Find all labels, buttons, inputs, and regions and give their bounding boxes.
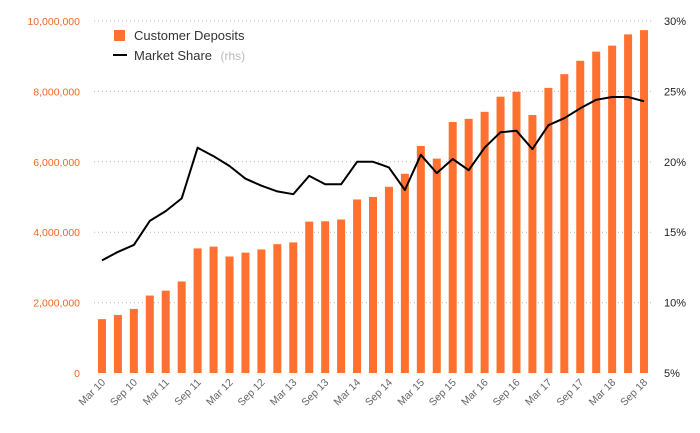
y-right-tick-label: 5%: [664, 368, 680, 380]
bar: [305, 221, 314, 373]
bar: [145, 295, 154, 373]
x-tick-label: Mar 10: [76, 377, 108, 409]
x-tick-label: Sep 10: [108, 377, 140, 409]
x-tick-label: Sep 12: [236, 377, 268, 409]
y-axis-left: 0 2,000,000 4,000,000 6,000,000 8,000,000 10,…: [27, 16, 80, 380]
x-tick-label: Mar 18: [587, 377, 619, 409]
y-right-tick-label: 25%: [664, 86, 686, 98]
bar: [273, 244, 282, 373]
y-right-tick-label: 20%: [664, 157, 686, 169]
bar: [592, 51, 601, 374]
bar: [97, 319, 106, 373]
legend-label-market-share-suffix: (rhs): [221, 49, 246, 63]
y-right-tick-label: 10%: [664, 298, 686, 310]
y-left-tick-label: 8,000,000: [33, 86, 80, 98]
x-tick-label: Mar 17: [523, 377, 555, 409]
gridlines: [94, 20, 652, 304]
x-tick-label: Sep 14: [363, 377, 395, 409]
y-axis-right: 5% 10% 15% 20% 25% 30%: [664, 16, 686, 380]
x-tick-label: Mar 14: [332, 377, 364, 409]
x-tick-label: Sep 15: [427, 377, 459, 409]
legend-label-customer-deposits: Customer Deposits: [134, 28, 245, 43]
y-right-tick-label: 15%: [664, 227, 686, 239]
x-tick-label: Sep 18: [618, 377, 650, 409]
bar: [496, 96, 505, 374]
bar: [161, 290, 170, 373]
y-left-tick-label: 6,000,000: [33, 157, 80, 169]
bar: [464, 118, 473, 373]
bar: [384, 186, 393, 373]
bar: [640, 30, 649, 373]
legend-swatch-customer-deposits: [114, 30, 125, 41]
bar: [225, 256, 234, 373]
x-tick-label: Mar 13: [268, 377, 300, 409]
line-series-market-share: [101, 96, 645, 262]
bar: [257, 249, 266, 373]
x-tick-label: Mar 11: [141, 377, 172, 408]
bar-series-customer-deposits: [97, 30, 649, 374]
bar: [129, 308, 138, 373]
bar: [337, 219, 346, 373]
bar: [113, 314, 122, 373]
bar: [608, 45, 617, 373]
bar: [480, 111, 489, 373]
x-tick-label: Mar 12: [204, 377, 236, 409]
bar: [448, 122, 457, 373]
legend-label-market-share-text: Market Share: [134, 48, 212, 63]
bar: [432, 158, 441, 373]
y-left-tick-label: 0: [74, 368, 80, 380]
x-tick-label: Mar 16: [459, 377, 491, 409]
bar: [353, 199, 362, 373]
bar: [369, 197, 377, 373]
y-right-tick-label: 30%: [664, 16, 686, 28]
bar: [209, 246, 218, 373]
x-tick-label: Sep 13: [299, 377, 331, 409]
y-left-tick-label: 4,000,000: [33, 227, 80, 239]
x-tick-label: Sep 17: [554, 377, 586, 409]
bar: [528, 114, 537, 373]
bar: [193, 248, 202, 373]
market-share-line: [101, 96, 645, 262]
bar: [624, 34, 633, 373]
legend-label-market-share: Market Share (rhs): [134, 47, 245, 64]
bar: [177, 281, 186, 373]
x-tick-label: Mar 15: [395, 377, 427, 409]
bar: [512, 91, 521, 373]
bar: [544, 87, 553, 373]
x-axis: Mar 10 Sep 10 Mar 11 Sep 11 Mar 12 Sep 12 Mar …: [76, 377, 650, 409]
bar: [560, 74, 569, 373]
y-left-tick-label: 10,000,000: [27, 16, 80, 28]
x-tick-label: Sep 11: [172, 377, 204, 409]
legend: Customer Deposits Market Share (rhs): [113, 28, 245, 64]
bar: [289, 242, 298, 373]
bar: [241, 252, 250, 373]
bar: [321, 221, 330, 373]
bar: [416, 145, 425, 373]
bar: [576, 60, 585, 373]
bar: [400, 173, 409, 373]
y-left-tick-label: 2,000,000: [33, 298, 80, 310]
x-tick-label: Sep 16: [491, 377, 523, 409]
